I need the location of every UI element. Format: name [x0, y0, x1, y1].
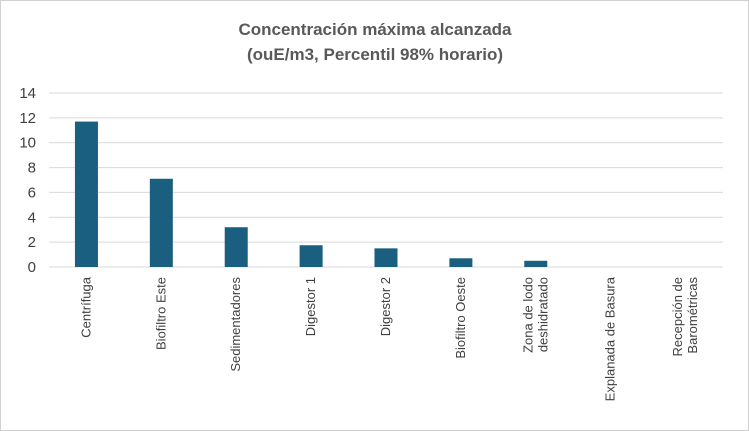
y-tick-label: 4 — [28, 209, 36, 226]
chart-title-line-1: Concentración máxima alcanzada — [238, 20, 512, 39]
x-category-label: Zona de lodo — [520, 277, 535, 353]
bar — [149, 178, 173, 267]
y-tick-label: 2 — [28, 234, 36, 251]
x-category-label: Explanada de Basura — [603, 276, 618, 401]
x-category-label: Recepción de — [670, 277, 685, 357]
x-category-label: Biofiltro Oeste — [453, 277, 468, 359]
y-tick-label: 0 — [28, 259, 36, 276]
x-category-label: Sedimentadores — [228, 277, 243, 372]
bar — [74, 121, 98, 267]
x-axis-category-labels: Centrífuga Biofiltro Este Sedimentadores Di… — [78, 276, 700, 401]
y-axis-tick-labels: 0 2 4 6 8 10 12 14 — [19, 85, 36, 276]
bar — [449, 258, 473, 267]
chart-title-line-2: (ouE/m3, Percentil 98% horario) — [247, 45, 503, 64]
x-category-label: Biofiltro Este — [153, 277, 168, 350]
y-tick-label: 14 — [19, 85, 36, 102]
x-category-label: Digestor 2 — [378, 277, 393, 336]
y-tick-label: 8 — [28, 160, 36, 177]
x-category-label: Centrífuga — [78, 276, 93, 337]
x-category-label: deshidratado — [535, 277, 550, 352]
bar — [374, 248, 398, 267]
y-tick-label: 12 — [19, 110, 36, 127]
x-category-label: Barométricas — [685, 277, 700, 354]
bar — [299, 245, 323, 267]
bar — [224, 227, 248, 267]
bars — [74, 121, 548, 267]
y-tick-label: 10 — [19, 135, 36, 152]
y-tick-label: 6 — [28, 184, 36, 201]
x-category-label: Digestor 1 — [303, 277, 318, 336]
bar — [524, 260, 548, 267]
